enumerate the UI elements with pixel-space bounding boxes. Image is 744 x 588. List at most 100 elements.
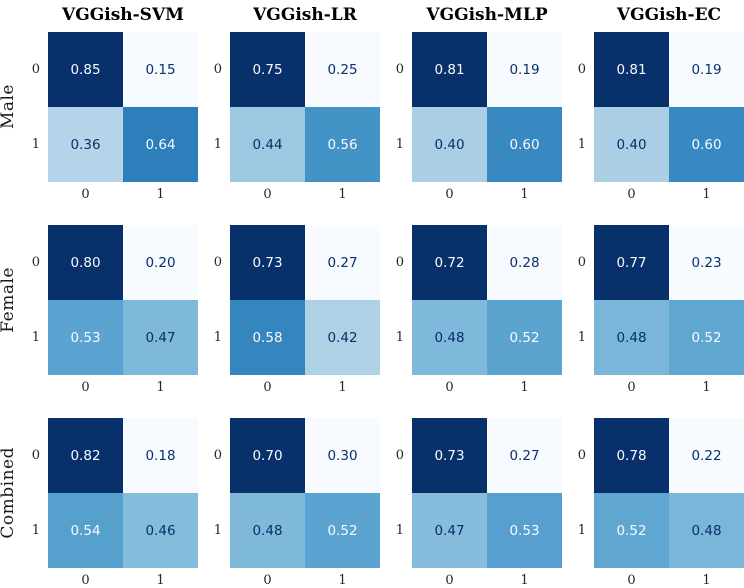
y-tick-label: 1 <box>213 523 222 538</box>
plot-area: 0 0.81 0.19 1 0.40 0.60 0 1 <box>380 32 562 202</box>
matrix-cell: 0.18 <box>123 418 198 493</box>
matrix-cell: 0.77 <box>594 225 669 300</box>
matrix-cell: 0.47 <box>412 493 487 568</box>
matrix-cell: 0.52 <box>669 300 744 375</box>
row-label: Combined <box>0 447 18 539</box>
matrix-cell: 0.30 <box>305 418 380 493</box>
matrix-cell: 0.48 <box>412 300 487 375</box>
x-tick-label: 1 <box>338 380 347 395</box>
row-label-strip: Female <box>0 225 18 375</box>
y-tick-label: 1 <box>31 523 40 538</box>
y-tick-label: 0 <box>31 62 40 77</box>
figure-row-combined: Combined 0 0.82 0.18 1 0.54 0.46 0 1 0 0.70 0.30 1 0.… <box>0 418 744 588</box>
x-tick-label: 1 <box>156 187 165 202</box>
matrix-cell: 0.22 <box>669 418 744 493</box>
plot-area: 0 0.77 0.23 1 0.48 0.52 0 1 <box>562 225 744 395</box>
y-tick-label: 0 <box>395 448 404 463</box>
x-tick-label: 1 <box>520 187 529 202</box>
y-tick-label: 0 <box>395 62 404 77</box>
matrix-cell: 0.81 <box>594 32 669 107</box>
y-tick-label: 1 <box>31 330 40 345</box>
figure-row-female: Female 0 0.80 0.20 1 0.53 0.47 0 1 0 0.73 0.27 1 0.58… <box>0 225 744 395</box>
y-tick-label: 0 <box>395 255 404 270</box>
matrix-cell: 0.46 <box>123 493 198 568</box>
y-tick-label: 0 <box>577 62 586 77</box>
matrix-cell: 0.27 <box>305 225 380 300</box>
confusion-matrix-male-vggish-svm: VGGish-SVM 0 0.85 0.15 1 0.36 0.64 0 1 <box>16 2 198 202</box>
tick-corner-spacer <box>198 182 230 202</box>
matrix-cell: 0.48 <box>669 493 744 568</box>
y-tick-label: 0 <box>577 448 586 463</box>
y-tick-label: 0 <box>213 255 222 270</box>
tick-corner-spacer <box>198 375 230 395</box>
y-tick-label: 1 <box>577 330 586 345</box>
x-tick-label: 0 <box>627 380 636 395</box>
matrix-cell: 0.70 <box>230 418 305 493</box>
x-tick-label: 0 <box>445 187 454 202</box>
confusion-matrix-combined-vggish-svm: 0 0.82 0.18 1 0.54 0.46 0 1 <box>16 418 198 588</box>
plot-area: 0 0.85 0.15 1 0.36 0.64 0 1 <box>16 32 198 202</box>
x-tick-label: 1 <box>156 380 165 395</box>
matrix-cell: 0.73 <box>230 225 305 300</box>
matrix-cell: 0.58 <box>230 300 305 375</box>
matrix-cell: 0.56 <box>305 107 380 182</box>
confusion-matrix-female-vggish-ec: 0 0.77 0.23 1 0.48 0.52 0 1 <box>562 225 744 395</box>
matrix-cell: 0.82 <box>48 418 123 493</box>
confusion-matrix-female-vggish-mlp: 0 0.72 0.28 1 0.48 0.52 0 1 <box>380 225 562 395</box>
column-title: VGGish-LR <box>253 5 357 25</box>
plot-area: 0 0.78 0.22 1 0.52 0.48 0 1 <box>562 418 744 588</box>
x-tick-label: 0 <box>263 573 272 588</box>
figure-row-male: Male VGGish-SVM 0 0.85 0.15 1 0.36 0.64 0 1 VGGish… <box>0 2 744 202</box>
y-tick-label: 1 <box>577 523 586 538</box>
matrix-cell: 0.52 <box>487 300 562 375</box>
tick-corner-spacer <box>562 182 594 202</box>
x-tick-label: 0 <box>81 573 90 588</box>
x-tick-label: 0 <box>263 380 272 395</box>
y-tick-label: 1 <box>31 137 40 152</box>
matrix-cell: 0.80 <box>48 225 123 300</box>
x-tick-label: 1 <box>338 573 347 588</box>
matrix-cell: 0.75 <box>230 32 305 107</box>
y-tick-label: 0 <box>213 448 222 463</box>
row-label: Female <box>0 267 18 333</box>
matrix-cell: 0.73 <box>412 418 487 493</box>
x-tick-label: 0 <box>627 573 636 588</box>
matrix-cell: 0.42 <box>305 300 380 375</box>
x-tick-label: 1 <box>338 187 347 202</box>
y-tick-label: 1 <box>213 330 222 345</box>
matrix-cell: 0.20 <box>123 225 198 300</box>
matrix-cell: 0.48 <box>230 493 305 568</box>
y-tick-label: 1 <box>213 137 222 152</box>
confusion-matrix-combined-vggish-ec: 0 0.78 0.22 1 0.52 0.48 0 1 <box>562 418 744 588</box>
plot-area: 0 0.70 0.30 1 0.48 0.52 0 1 <box>198 418 380 588</box>
plot-area: 0 0.73 0.27 1 0.47 0.53 0 1 <box>380 418 562 588</box>
matrix-cell: 0.40 <box>412 107 487 182</box>
confusion-matrix-male-vggish-lr: VGGish-LR 0 0.75 0.25 1 0.44 0.56 0 1 <box>198 2 380 202</box>
matrix-cell: 0.36 <box>48 107 123 182</box>
plot-area: 0 0.73 0.27 1 0.58 0.42 0 1 <box>198 225 380 395</box>
matrix-cell: 0.60 <box>669 107 744 182</box>
y-tick-label: 0 <box>31 255 40 270</box>
tick-corner-spacer <box>562 375 594 395</box>
column-title: VGGish-EC <box>616 5 722 25</box>
matrix-cell: 0.85 <box>48 32 123 107</box>
row-label: Male <box>0 84 18 130</box>
x-tick-label: 1 <box>156 573 165 588</box>
matrix-cell: 0.15 <box>123 32 198 107</box>
tick-corner-spacer <box>380 568 412 588</box>
plot-area: 0 0.72 0.28 1 0.48 0.52 0 1 <box>380 225 562 395</box>
matrix-cell: 0.47 <box>123 300 198 375</box>
y-tick-label: 0 <box>577 255 586 270</box>
matrix-cell: 0.28 <box>487 225 562 300</box>
plot-area: 0 0.81 0.19 1 0.40 0.60 0 1 <box>562 32 744 202</box>
tick-corner-spacer <box>198 568 230 588</box>
x-tick-label: 0 <box>81 187 90 202</box>
x-tick-label: 1 <box>520 573 529 588</box>
y-tick-label: 1 <box>577 137 586 152</box>
matrix-cell: 0.53 <box>487 493 562 568</box>
matrix-cell: 0.78 <box>594 418 669 493</box>
matrix-cell: 0.53 <box>48 300 123 375</box>
y-tick-label: 0 <box>31 448 40 463</box>
matrix-cell: 0.25 <box>305 32 380 107</box>
